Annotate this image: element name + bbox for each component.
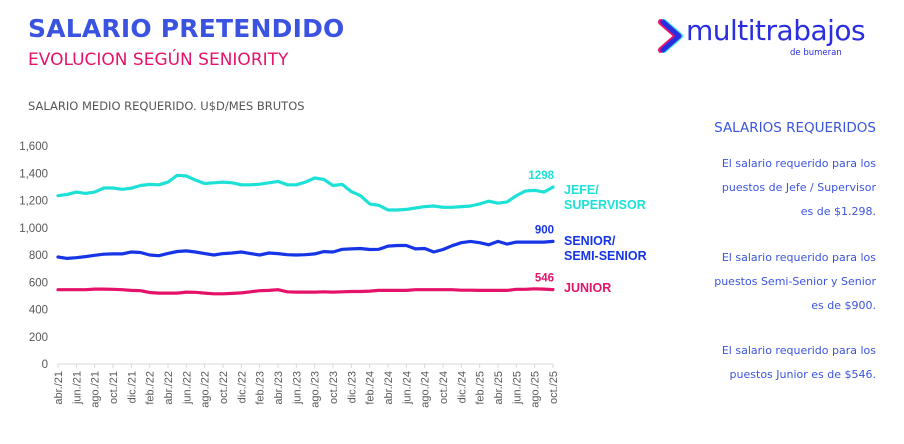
y-tick-label: 1,600 xyxy=(19,141,48,153)
sidebar-line: El salario requerido para los xyxy=(721,157,876,170)
x-tick-label: jun./24 xyxy=(401,371,413,405)
x-tick-label: ago./24 xyxy=(420,371,432,408)
y-tick-label: 400 xyxy=(29,305,48,317)
page-title: SALARIO PRETENDIDO xyxy=(28,14,345,43)
x-tick-label: dic./22 xyxy=(236,371,248,403)
sidebar-line: El salario requerido para los xyxy=(721,344,876,357)
legend-senior-semi-senior: SENIOR/SEMI-SENIOR xyxy=(564,234,647,264)
sidebar-title: SALARIOS REQUERIDOS xyxy=(714,120,876,136)
x-tick-label: feb./25 xyxy=(475,371,487,405)
x-tick-label: abr./24 xyxy=(383,371,395,405)
series-line-junior xyxy=(56,287,555,296)
y-tick-label: 1,000 xyxy=(19,223,48,235)
logo-tagline: de bumeran xyxy=(790,48,842,58)
y-tick-label: 1,400 xyxy=(19,168,48,180)
chevron-right-logo-icon xyxy=(658,19,683,53)
sidebar-paragraph-jefe: El salario requerido para los puestos de… xyxy=(656,152,876,224)
x-tick-label: abr./21 xyxy=(53,371,65,405)
x-tick-label: abr./23 xyxy=(273,371,285,405)
x-tick-label: feb./23 xyxy=(255,371,267,405)
end-labels: 1298 900 546 xyxy=(528,170,554,284)
y-tick-label: 200 xyxy=(29,332,48,344)
x-tick-label: oct./23 xyxy=(328,371,340,404)
legend-line: JUNIOR xyxy=(564,281,612,295)
x-tick-label: oct./21 xyxy=(108,371,120,404)
legend-line: SUPERVISOR xyxy=(564,198,646,212)
x-tick-label: dic./24 xyxy=(456,371,468,403)
series-lines xyxy=(56,173,555,296)
x-axis: abr./21 jun./21 ago./21 oct./21 dic./21 feb./… xyxy=(53,363,560,408)
sidebar-line: es de $900. xyxy=(811,299,876,312)
sidebar-line: puestos Semi-Senior y Senior xyxy=(714,275,876,288)
y-axis: 0 200 400 600 800 1,000 1,200 1,400 1,600 xyxy=(19,141,48,371)
series-line-jefe xyxy=(56,173,555,212)
x-tick-label: ago./23 xyxy=(310,371,322,408)
sidebar-line: El salario requerido para los xyxy=(721,251,876,264)
x-tick-label: ago./25 xyxy=(530,371,542,408)
y-tick-label: 800 xyxy=(29,250,48,262)
y-tick-label: 600 xyxy=(29,277,48,289)
x-tick-label: jun./21 xyxy=(71,371,83,405)
x-tick-label: jun./25 xyxy=(511,371,523,405)
x-tick-label: oct./25 xyxy=(548,371,560,404)
x-tick-label: feb./22 xyxy=(145,371,157,405)
x-tick-label: jun./22 xyxy=(181,371,193,405)
x-tick-label: feb./24 xyxy=(365,371,377,405)
y-tick-label: 0 xyxy=(42,359,48,371)
sidebar-paragraph-junior: El salario requerido para los puestos Ju… xyxy=(656,339,876,387)
line-chart: 0 200 400 600 800 1,000 1,200 1,400 1,600 abr./2… xyxy=(19,141,560,408)
x-tick-label: ago./21 xyxy=(90,371,102,408)
y-tick-label: 1,200 xyxy=(19,196,48,208)
sidebar-line: puestos de Jefe / Supervisor xyxy=(721,181,876,194)
x-tick-label: ago./22 xyxy=(200,371,212,408)
legend-line: JEFE/ xyxy=(564,183,599,197)
page-subtitle: EVOLUCION SEGÚN SENIORITY xyxy=(28,50,289,70)
series-line-senior xyxy=(56,239,555,260)
chart-title: SALARIO MEDIO REQUERIDO. U$D/MES BRUTOS xyxy=(28,99,305,113)
end-value-label: 900 xyxy=(535,224,554,236)
sidebar-line: es de $1.298. xyxy=(800,205,876,218)
x-tick-label: dic./23 xyxy=(346,371,358,403)
x-tick-label: jun./23 xyxy=(291,371,303,405)
sidebar-line: puestos Junior es de $546. xyxy=(729,368,876,381)
x-tick-label: oct./24 xyxy=(438,371,450,404)
multitrabajos-logo: multitrabajos de bumeran xyxy=(656,12,896,62)
legend-line: SEMI-SENIOR xyxy=(564,249,647,263)
end-value-label: 546 xyxy=(535,273,554,285)
sidebar-paragraph-senior: El salario requerido para los puestos Se… xyxy=(656,246,876,318)
x-tick-label: oct./22 xyxy=(218,371,230,404)
legend-jefe-supervisor: JEFE/SUPERVISOR xyxy=(564,183,646,213)
end-value-label: 1298 xyxy=(528,170,554,182)
legend-junior: JUNIOR xyxy=(564,281,611,296)
logo-wordmark: multitrabajos xyxy=(686,14,866,47)
x-tick-label: abr./22 xyxy=(163,371,175,405)
legend-line: SENIOR/ xyxy=(564,234,616,248)
x-tick-label: abr./25 xyxy=(493,371,505,405)
x-tick-label: dic./21 xyxy=(126,371,138,403)
